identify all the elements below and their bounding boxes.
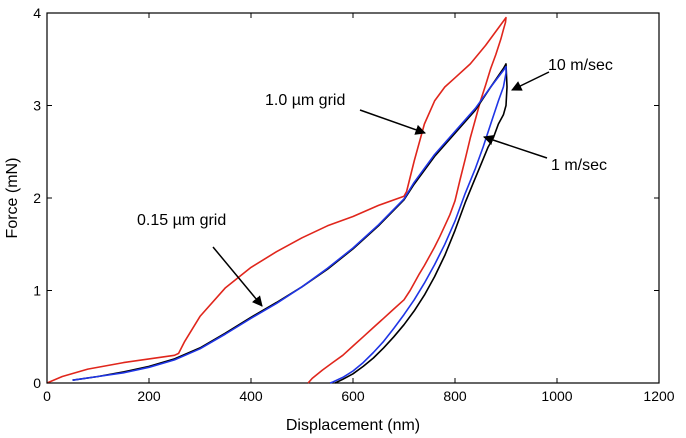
ticks-layer: 0 200 400 600 800 1000 1200 0 1 2 3 4: [33, 5, 675, 404]
x-tick-label: 800: [443, 388, 467, 404]
speed-10-label: 10 m/sec: [548, 57, 613, 74]
y-tick-label: 0: [33, 375, 41, 391]
grid-10-arrow: [359, 109, 426, 135]
x-tick-label: 400: [239, 388, 263, 404]
x-tick-label: 1000: [541, 388, 572, 404]
x-tick-label: 0: [43, 388, 51, 404]
y-tick-label: 1: [33, 283, 41, 299]
series-line-0: [46, 16, 507, 384]
x-tick-label: 200: [137, 388, 161, 404]
grid-15-arrow: [212, 246, 263, 307]
annotation-layer: 0.15 µm grid 1.0 µm grid 10 m/sec 1 m/se…: [137, 57, 613, 307]
speed-1-label: 1 m/sec: [551, 157, 607, 174]
speed-10-arrow: [511, 71, 550, 91]
grid-10-label: 1.0 µm grid: [265, 92, 345, 109]
grid-15-label: 0.15 µm grid: [137, 212, 226, 229]
x-tick-label: 1200: [643, 388, 674, 404]
y-tick-label: 3: [33, 98, 41, 114]
x-tick-label: 600: [341, 388, 365, 404]
y-tick-label: 4: [33, 5, 41, 21]
y-tick-label: 2: [33, 190, 41, 206]
speed-1-arrow: [483, 135, 548, 159]
series-layer: [46, 16, 508, 384]
y-axis-label: Force (mN): [4, 158, 21, 239]
series-line-2: [72, 65, 507, 384]
x-axis-label: Displacement (nm): [286, 417, 420, 434]
series-line-1: [72, 63, 508, 384]
